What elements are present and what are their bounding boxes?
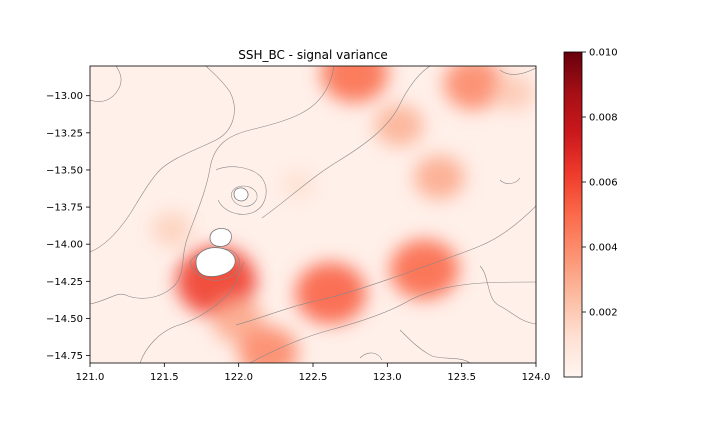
x-tick-label: 121.0 <box>76 372 105 383</box>
plot-area: 121.0 121.5 122.0 122.5 123.0 123.5 124.0 −13.… <box>46 65 551 383</box>
heat-spot <box>374 104 424 147</box>
heat-spot <box>443 66 504 110</box>
colorbar-tick-label: 0.006 <box>589 178 618 189</box>
heat-spot <box>151 212 192 247</box>
colorbar-tick-label: 0.008 <box>589 113 618 124</box>
heat-spot <box>281 170 316 200</box>
island-small <box>233 187 249 202</box>
x-tick-label: 123.5 <box>447 372 476 383</box>
heat-spot <box>321 66 389 103</box>
chart-title: SSH_BC - signal variance <box>238 48 388 62</box>
y-tick-label: −14.75 <box>46 351 83 362</box>
heat-spot <box>238 326 299 363</box>
bathymetry-contours <box>90 66 536 363</box>
x-tick-label: 122.0 <box>224 372 253 383</box>
y-tick-label: −13.25 <box>46 128 83 139</box>
y-axis: −13.00 −13.25 −13.50 −13.75 −14.00 −14.25 −14.… <box>46 91 90 362</box>
colorbar: 0.002 0.004 0.006 0.008 0.010 <box>563 48 618 378</box>
heatmap-field <box>151 66 535 363</box>
heat-spot <box>295 262 367 325</box>
colorbar-gradient <box>563 51 583 378</box>
colorbar-tick-label: 0.010 <box>589 48 618 59</box>
x-tick-label: 122.5 <box>299 372 328 383</box>
x-axis: 121.0 121.5 122.0 122.5 123.0 123.5 124.0 <box>76 363 551 383</box>
colorbar-tick-label: 0.004 <box>589 243 618 254</box>
colorbar-ticks: 0.002 0.004 0.006 0.008 0.010 <box>582 48 618 319</box>
colorbar-tick-label: 0.002 <box>589 308 618 319</box>
island-main <box>195 247 236 277</box>
islands <box>195 187 249 277</box>
heat-spot <box>414 155 465 200</box>
y-tick-label: −13.00 <box>46 91 83 102</box>
island-north <box>209 228 232 247</box>
x-tick-label: 123.0 <box>373 372 402 383</box>
heat-spot <box>390 239 459 300</box>
x-tick-label: 121.5 <box>150 372 179 383</box>
y-tick-label: −14.50 <box>46 314 83 325</box>
y-tick-label: −14.25 <box>46 277 83 288</box>
y-tick-label: −13.75 <box>46 203 83 214</box>
heat-spot <box>493 74 535 111</box>
x-tick-label: 124.0 <box>522 372 551 383</box>
y-tick-label: −14.00 <box>46 240 83 251</box>
y-tick-label: −13.50 <box>46 165 83 176</box>
